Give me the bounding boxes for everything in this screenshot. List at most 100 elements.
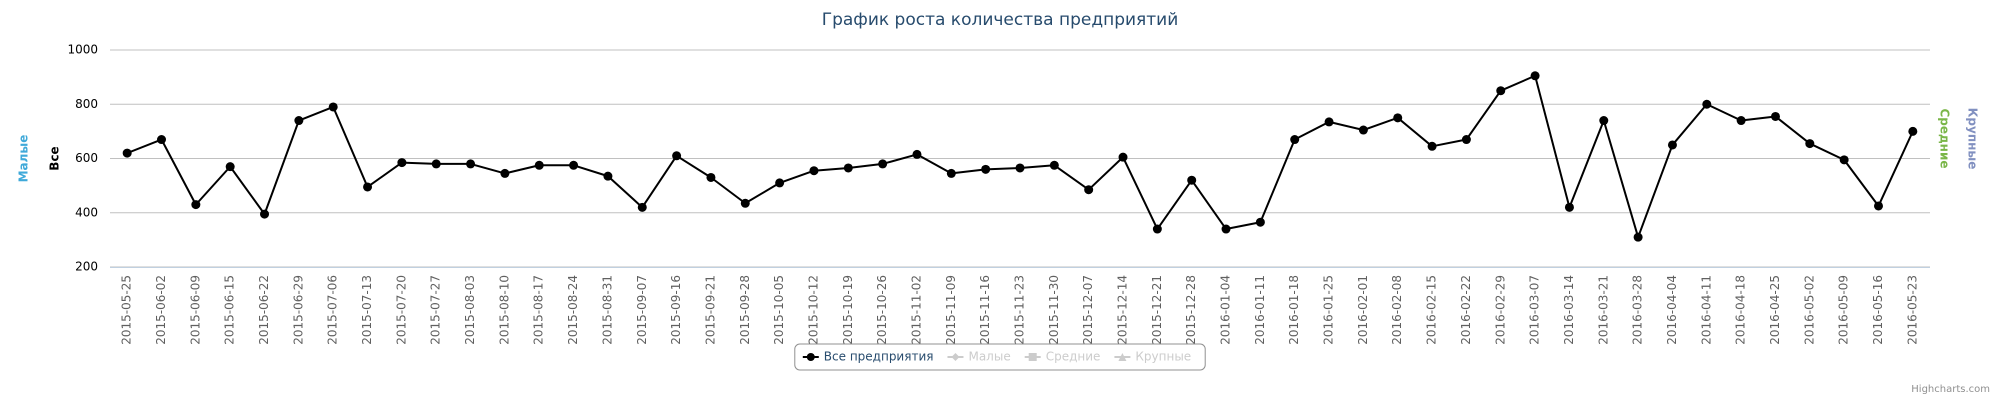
y-axis-title: Малые: [17, 135, 31, 183]
legend-symbol: [1028, 353, 1037, 361]
y-tick-label: 200: [75, 260, 98, 274]
data-point: [157, 135, 167, 145]
x-tick-label: 2015-11-02: [909, 275, 923, 345]
data-point: [1496, 86, 1506, 96]
data-point: [1770, 111, 1780, 121]
data-point: [1015, 163, 1025, 173]
data-point: [122, 148, 132, 158]
data-point: [397, 158, 407, 168]
x-tick-label: 2016-03-14: [1562, 275, 1576, 345]
data-point: [1736, 116, 1746, 126]
legend-label[interactable]: Малые: [968, 350, 1010, 364]
x-tick-label: 2015-08-03: [463, 275, 477, 345]
data-point: [294, 116, 304, 126]
x-tick-label: 2015-08-10: [497, 275, 511, 345]
x-tick-label: 2015-11-16: [978, 275, 992, 345]
data-point: [1633, 232, 1643, 242]
chart-title: График роста количества предприятий: [822, 10, 1179, 30]
data-point: [466, 159, 476, 169]
x-tick-label: 2016-01-25: [1322, 275, 1336, 345]
x-tick-label: 2015-12-07: [1081, 275, 1095, 345]
x-tick-label: 2016-04-18: [1734, 275, 1748, 345]
data-point: [1290, 135, 1300, 145]
x-tick-label: 2016-03-21: [1596, 275, 1610, 345]
data-point: [534, 160, 544, 170]
legend-label[interactable]: Средние: [1046, 350, 1101, 364]
data-point: [672, 151, 682, 161]
credit[interactable]: Highcharts.com: [1911, 384, 1990, 395]
x-tick-label: 2016-02-15: [1425, 275, 1439, 345]
legend-symbol: [1118, 353, 1127, 361]
x-tick-label: 2016-04-25: [1768, 275, 1782, 345]
y-tick-label: 600: [75, 151, 98, 165]
x-tick-label: 2015-07-27: [429, 275, 443, 345]
x-tick-label: 2015-06-02: [154, 275, 168, 345]
x-tick-label: 2016-01-11: [1253, 275, 1267, 345]
data-point: [1393, 113, 1403, 123]
x-tick-label: 2016-05-09: [1837, 275, 1851, 345]
data-point: [500, 168, 510, 178]
data-point: [981, 164, 991, 174]
legend-label[interactable]: Все предприятия: [824, 350, 934, 364]
data-point: [1084, 185, 1094, 195]
data-point: [1358, 125, 1368, 135]
x-tick-label: 2016-05-02: [1802, 275, 1816, 345]
data-point: [878, 159, 888, 169]
x-tick-label: 2015-10-12: [806, 275, 820, 345]
x-tick-label: 2016-03-28: [1631, 275, 1645, 345]
x-tick-label: 2015-08-17: [532, 275, 546, 345]
x-tick-label: 2015-08-31: [600, 275, 614, 345]
data-point: [431, 159, 441, 169]
legend-symbol: [806, 353, 815, 361]
y-axis-title: Все: [48, 146, 62, 170]
x-tick-label: 2016-02-01: [1356, 275, 1370, 345]
data-point: [1667, 140, 1677, 150]
x-tick-label: 2015-07-13: [360, 275, 374, 345]
legend: Все предприятия Малые Средние Крупные: [794, 343, 1206, 371]
x-tick-label: 2015-12-28: [1184, 275, 1198, 345]
x-tick-label: 2016-04-04: [1665, 275, 1679, 345]
x-tick-label: 2015-11-23: [1013, 275, 1027, 345]
x-tick-label: 2015-09-07: [635, 275, 649, 345]
x-tick-label: 2016-02-29: [1493, 275, 1507, 345]
x-tick-label: 2015-06-15: [223, 275, 237, 345]
y-tick-label: 1000: [67, 43, 98, 57]
data-point: [1324, 117, 1334, 127]
data-point: [1908, 126, 1918, 136]
x-tick-label: 2015-12-21: [1150, 275, 1164, 345]
x-tick-label: 2015-11-09: [944, 275, 958, 345]
data-point: [1805, 139, 1815, 149]
data-point: [1530, 71, 1540, 81]
data-point: [1152, 224, 1162, 234]
x-tick-label: 2016-01-04: [1219, 275, 1233, 345]
data-point: [363, 182, 373, 192]
x-tick-label: 2015-06-29: [291, 275, 305, 345]
x-tick-label: 2016-03-07: [1528, 275, 1542, 345]
data-point: [260, 209, 270, 219]
data-point: [706, 172, 716, 182]
data-point: [1221, 224, 1231, 234]
x-tick-label: 2016-02-08: [1390, 275, 1404, 345]
data-point: [1255, 217, 1265, 227]
y2-axis-title: Средние: [1938, 108, 1952, 168]
data-point: [1118, 152, 1128, 162]
data-point: [1564, 202, 1574, 212]
x-tick-label: 2015-06-22: [257, 275, 271, 345]
data-point: [603, 171, 613, 181]
data-point: [775, 178, 785, 188]
data-point: [1427, 141, 1437, 151]
data-point: [191, 200, 201, 210]
y-tick-label: 400: [75, 205, 98, 219]
legend-symbol: [951, 353, 960, 361]
y-tick-label: 800: [75, 97, 98, 111]
data-point: [328, 102, 338, 112]
x-tick-label: 2016-05-23: [1905, 275, 1919, 345]
x-tick-label: 2015-09-28: [738, 275, 752, 345]
y2-axis-title: Крупные: [1966, 108, 1980, 170]
x-tick-label: 2015-06-09: [188, 275, 202, 345]
data-point: [1702, 99, 1712, 109]
legend-label[interactable]: Крупные: [1135, 350, 1191, 364]
data-point: [946, 168, 956, 178]
